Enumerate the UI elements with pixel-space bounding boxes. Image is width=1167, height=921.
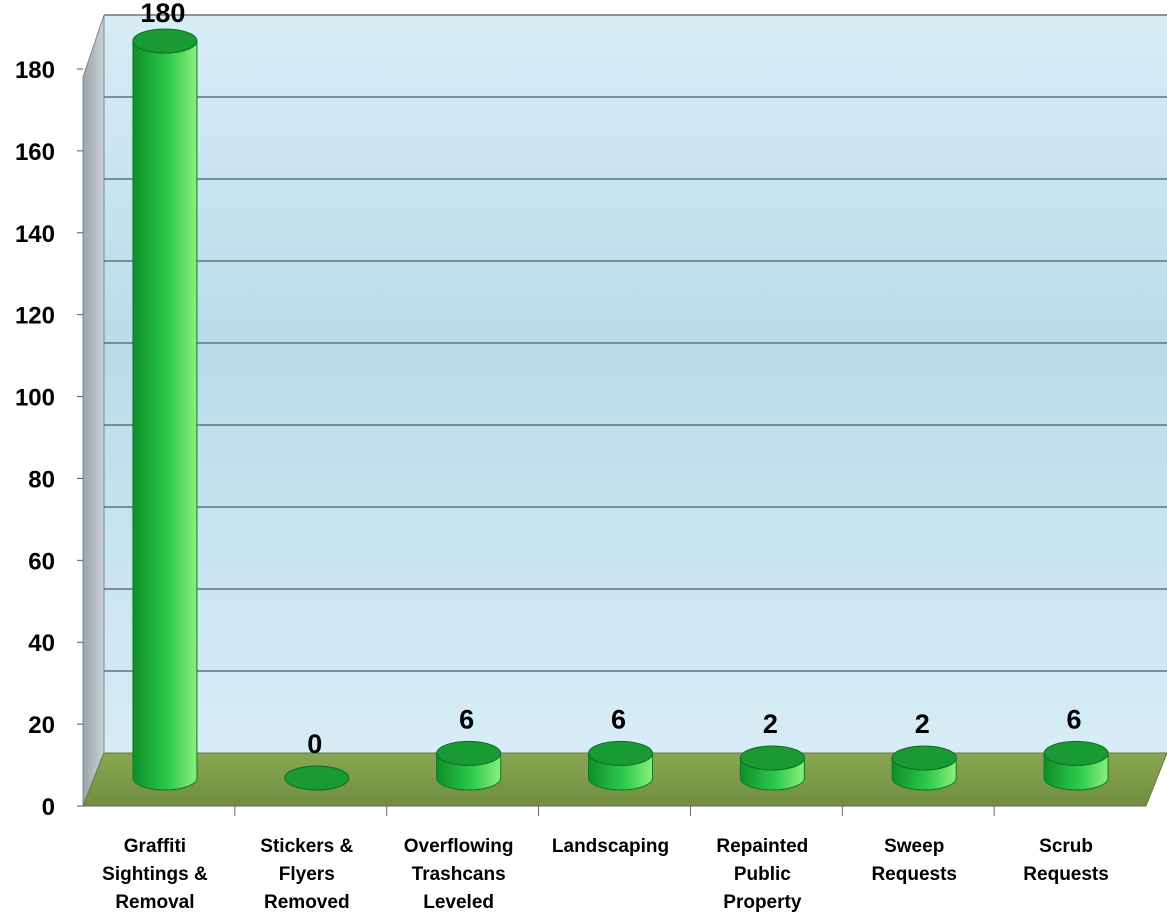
y-tick-label: 160 xyxy=(15,139,55,166)
plot-walls xyxy=(82,14,1167,807)
data-label: 0 xyxy=(307,729,322,759)
data-label: 6 xyxy=(1067,704,1082,734)
axes: 020406080100120140160180GraffitiSighting… xyxy=(15,57,1146,913)
data-labels: 180 0 6 6 2 2 6 xyxy=(140,0,1081,759)
x-tick-label: Scrub xyxy=(1039,836,1093,857)
x-tick-label: Trashcans xyxy=(412,864,506,885)
x-tick-label: Repainted xyxy=(716,836,808,857)
bar xyxy=(284,765,350,791)
bar-top xyxy=(739,745,805,771)
side-wall xyxy=(82,14,105,807)
data-label: 6 xyxy=(611,704,626,734)
x-tick-label: Requests xyxy=(1023,864,1109,885)
bar-top xyxy=(1043,740,1109,766)
x-tick-label: Leveled xyxy=(423,892,494,913)
data-label: 2 xyxy=(915,709,930,739)
x-tick-label: Requests xyxy=(871,864,957,885)
bar xyxy=(132,40,198,791)
x-tick-label: Graffiti xyxy=(124,836,186,857)
bar-top xyxy=(132,28,198,54)
bar-top xyxy=(891,745,957,771)
y-tick-label: 120 xyxy=(15,303,55,330)
x-tick-label: Sightings & xyxy=(102,864,208,885)
gridlines xyxy=(104,14,1167,672)
y-tick-label: 100 xyxy=(15,385,55,412)
x-tick-label: Flyers xyxy=(279,864,335,885)
y-tick-label: 180 xyxy=(15,57,55,84)
data-label: 6 xyxy=(459,704,474,734)
data-label: 2 xyxy=(763,709,778,739)
y-tick-label: 80 xyxy=(28,466,55,493)
x-tick-label: Landscaping xyxy=(552,836,669,857)
x-tick-label: Public xyxy=(734,864,791,885)
x-tick-label: Removed xyxy=(264,892,350,913)
bar-top xyxy=(588,740,653,766)
x-tick-label: Sweep xyxy=(884,836,944,857)
bars xyxy=(132,28,1109,791)
x-tick-label: Overflowing xyxy=(404,836,514,857)
x-tick-label: Property xyxy=(723,892,802,913)
y-tick-label: 140 xyxy=(15,221,55,248)
y-tick-label: 20 xyxy=(28,712,55,739)
x-tick-label: Removal xyxy=(115,892,194,913)
y-tick-label: 0 xyxy=(42,794,55,821)
y-tick-label: 60 xyxy=(28,548,55,575)
back-wall xyxy=(104,15,1167,753)
data-label: 180 xyxy=(140,0,185,28)
bar-top xyxy=(436,740,502,766)
y-tick-label: 40 xyxy=(28,630,55,657)
x-tick-label: Stickers & xyxy=(260,836,353,857)
